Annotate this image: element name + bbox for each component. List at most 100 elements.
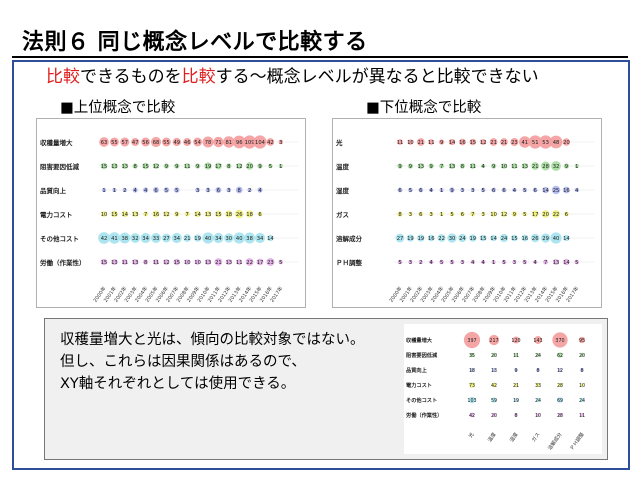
left-bubble-value: 13 — [205, 260, 212, 266]
mini-bubble — [514, 383, 518, 387]
right-bubble-value: 3 — [430, 212, 433, 218]
headline: 比較できるものを比較する〜概念レベルが異なると比較できない — [46, 62, 539, 87]
right-bubble-value: 29 — [542, 236, 549, 242]
right-bubble-value: 24 — [459, 236, 466, 242]
right-bubble — [490, 163, 497, 169]
right-row-label: 溶解成分 — [336, 234, 363, 243]
left-bubble-value: 18 — [246, 212, 253, 218]
left-bubble-value: 4 — [144, 188, 148, 194]
mini-bubble-value: 8 — [536, 368, 539, 374]
right-bubble — [439, 187, 444, 193]
right-bubble — [574, 259, 580, 265]
left-bubble-value: 9 — [165, 164, 168, 170]
left-bubble — [213, 232, 224, 244]
left-bubble — [163, 187, 170, 193]
left-bubble-value: 14 — [194, 212, 201, 218]
right-bubble-value: 27 — [397, 236, 404, 242]
left-bubble — [215, 187, 222, 193]
mini-col-label: 溶解成分 — [546, 431, 563, 451]
right-bubble — [429, 187, 434, 193]
right-bubble — [429, 259, 434, 265]
right-bubble-value: 9 — [409, 164, 412, 170]
left-bubble-value: 11 — [236, 260, 243, 266]
left-row-label: 収穫量増大 — [40, 138, 73, 147]
left-bubble — [245, 162, 254, 170]
right-row-label: 光 — [335, 138, 343, 147]
right-bubble — [481, 259, 486, 265]
right-bubble — [549, 135, 563, 149]
left-bubble — [278, 139, 284, 145]
mini-bubble — [580, 368, 584, 372]
mini-bubble — [536, 413, 540, 417]
left-bubble-value: 57 — [121, 140, 128, 146]
mini-bubble-value: 73 — [469, 383, 475, 389]
right-bubble — [458, 233, 467, 243]
right-bubble-value: 6 — [419, 188, 422, 194]
right-bubble — [469, 234, 477, 242]
left-bubble-value: 15 — [215, 212, 222, 218]
left-bubble — [163, 211, 170, 217]
left-row-label: 阻害要因低減 — [40, 162, 80, 171]
mini-bubble — [492, 413, 496, 417]
left-bubble-value: 7 — [144, 212, 147, 218]
left-bubble — [100, 258, 108, 266]
mini-bubble-matrix: 収穫量増大 397 217 120 143 370 95 阻害要因低減 35 20 11 24 62 20… — [404, 324, 602, 454]
right-bubble — [489, 138, 498, 146]
right-bubble — [481, 211, 486, 217]
mini-bubble-value: 33 — [535, 383, 541, 389]
mini-bubble — [536, 398, 540, 402]
left-bubble-value: 3 — [227, 188, 230, 194]
right-bubble — [407, 163, 414, 169]
left-bubble-value: 6 — [258, 212, 261, 218]
mini-bubble — [492, 353, 496, 357]
left-bubble — [130, 233, 141, 243]
left-bubble-value: 23 — [267, 260, 274, 266]
left-bubble — [226, 187, 232, 193]
left-bubble-value: 40 — [236, 236, 243, 242]
mini-bubble — [492, 368, 496, 372]
mini-bubble-value: 24 — [579, 398, 585, 404]
right-bubble-value: 6 — [502, 188, 505, 194]
mini-bubble — [514, 353, 518, 357]
left-bubble — [214, 162, 222, 170]
mini-bubble — [514, 398, 518, 402]
right-bubble-value: 5 — [575, 260, 578, 266]
left-bubble — [153, 163, 159, 169]
right-bubble — [439, 163, 445, 169]
left-bubble-value: 8 — [144, 260, 147, 266]
right-bubble — [427, 234, 435, 242]
mini-col-label: 温度 — [486, 431, 497, 443]
right-bubble-value: 5 — [398, 260, 401, 266]
left-bubble — [119, 232, 131, 244]
left-bubble-value: 41 — [111, 236, 118, 242]
right-bubble-value: 3 — [409, 212, 412, 218]
right-bubble — [552, 210, 560, 218]
right-bubble-value: 21 — [490, 140, 497, 146]
right-bubble-value: 19 — [469, 236, 476, 242]
left-bubble — [235, 186, 243, 194]
mini-bubble — [557, 412, 563, 418]
left-bubble — [108, 232, 121, 244]
left-bubble-value: 3 — [279, 140, 282, 146]
left-bubble — [213, 136, 224, 148]
right-bubble-value: 21 — [532, 164, 539, 170]
left-bubble — [152, 210, 160, 218]
right-bubble-value: 10 — [407, 140, 414, 146]
left-bubble-value: 12 — [153, 164, 160, 170]
left-bubble — [112, 187, 117, 193]
right-bubble — [397, 211, 403, 217]
left-bubble — [257, 163, 263, 169]
right-bubble-value: 10 — [501, 164, 508, 170]
left-bubble-value: 46 — [184, 140, 191, 146]
left-bubble — [99, 137, 109, 147]
mini-bubble — [558, 368, 562, 372]
right-bubble — [512, 187, 517, 193]
left-bubble — [101, 187, 107, 193]
left-bubble-value: 12 — [163, 260, 170, 266]
mini-bubble-value: 28 — [557, 383, 563, 389]
right-bubble-value: 6 — [461, 212, 464, 218]
right-bubble-value: 7 — [471, 212, 474, 218]
right-bubble-chart: 光 11 10 21 11 9 14 16 15 12 21 21 23 41 51 53 48 20 温度 9 9 13… — [332, 118, 602, 308]
slide-title: 法則６ 同じ概念レベルで比較する — [22, 30, 368, 55]
right-bubble-value: 1 — [440, 212, 443, 218]
